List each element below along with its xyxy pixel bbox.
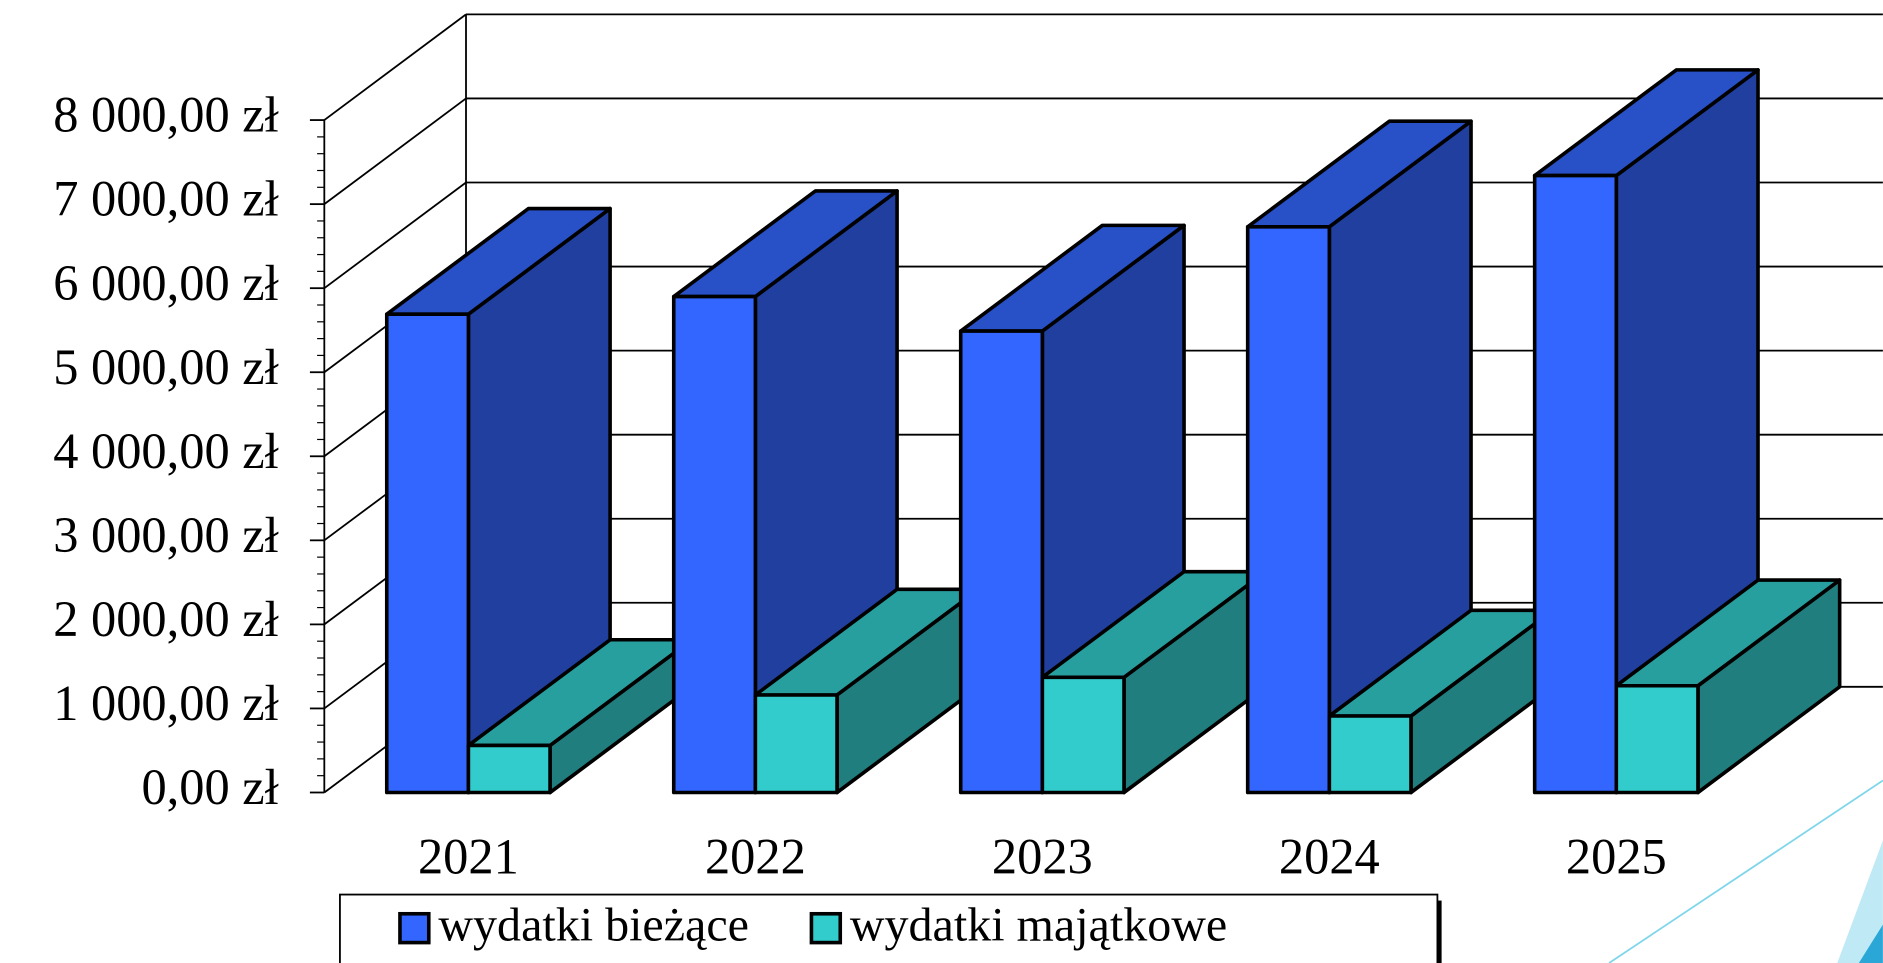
y-tick-label: 3 000,00 zł: [53, 507, 278, 563]
x-tick-label: 2024: [1279, 829, 1380, 885]
grid-line: [324, 98, 466, 204]
y-tick-label: 1 000,00 zł: [53, 675, 278, 731]
bars: 2021 2022 2023 2024 2025: [387, 70, 1840, 885]
legend-label: wydatki majątkowe: [850, 898, 1227, 951]
chart: 0,00 zł 1 000,00 zł 2 000,00 zł 3 000,00 zł…: [0, 0, 1883, 963]
y-tick-label: 6 000,00 zł: [53, 255, 278, 311]
bar: [755, 695, 837, 793]
x-tick-label: 2021: [418, 829, 519, 885]
y-tick-label: 4 000,00 zł: [53, 423, 278, 479]
bar: [468, 745, 550, 792]
legend: wydatki bieżące wydatki majątkowe: [340, 895, 1440, 963]
y-tick-label: 5 000,00 zł: [53, 339, 278, 395]
bar: [674, 297, 756, 793]
x-tick-label: 2023: [992, 829, 1093, 885]
bar: [1535, 176, 1617, 793]
y-tick-label: 8 000,00 zł: [53, 87, 278, 143]
y-tick-label: 0,00 zł: [141, 759, 278, 815]
x-tick-label: 2022: [705, 829, 806, 885]
bar: [1248, 227, 1330, 793]
bar: [1616, 686, 1698, 793]
y-tick-label: 2 000,00 zł: [53, 591, 278, 647]
y-tick-label: 7 000,00 zł: [53, 171, 278, 227]
bar: [961, 331, 1043, 792]
grid-line: [324, 14, 466, 120]
bar: [387, 314, 469, 792]
legend-label: wydatki bieżące: [438, 898, 749, 951]
legend-swatch: [400, 914, 429, 943]
bar: [1042, 677, 1124, 792]
legend-swatch: [811, 914, 840, 943]
x-tick-label: 2025: [1566, 829, 1667, 885]
bar: [1329, 716, 1411, 792]
